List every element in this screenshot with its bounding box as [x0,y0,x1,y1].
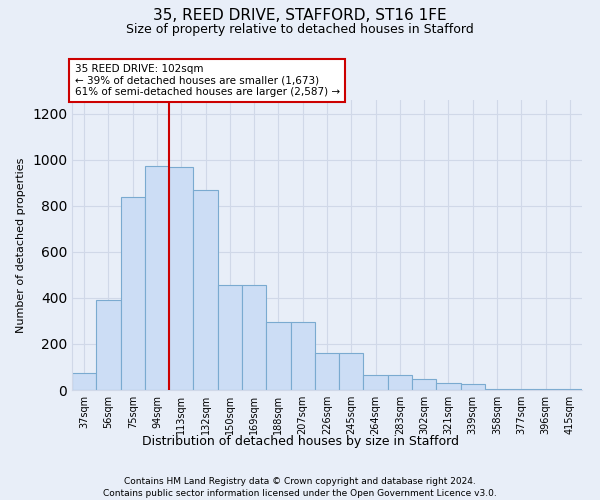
Y-axis label: Number of detached properties: Number of detached properties [16,158,26,332]
Bar [242,286,266,390]
Bar [290,322,315,390]
Text: Contains public sector information licensed under the Open Government Licence v3: Contains public sector information licen… [103,489,497,498]
Bar [533,389,558,390]
Bar [485,389,509,390]
Bar [193,190,218,390]
Bar [339,353,364,390]
Text: Contains HM Land Registry data © Crown copyright and database right 2024.: Contains HM Land Registry data © Crown c… [124,478,476,486]
Bar [558,389,582,390]
Bar [218,286,242,390]
Text: Size of property relative to detached houses in Stafford: Size of property relative to detached ho… [126,22,474,36]
Bar [364,375,388,390]
Text: 35, REED DRIVE, STAFFORD, ST16 1FE: 35, REED DRIVE, STAFFORD, ST16 1FE [153,8,447,22]
Bar [121,196,145,390]
Bar [145,166,169,390]
Bar [169,166,193,390]
Bar [388,375,412,390]
Bar [315,353,339,390]
Text: Distribution of detached houses by size in Stafford: Distribution of detached houses by size … [142,435,458,448]
Bar [266,322,290,390]
Bar [461,384,485,390]
Bar [509,389,533,390]
Bar [436,383,461,390]
Bar [96,300,121,390]
Text: 35 REED DRIVE: 102sqm
← 39% of detached houses are smaller (1,673)
61% of semi-d: 35 REED DRIVE: 102sqm ← 39% of detached … [74,64,340,97]
Bar [412,379,436,390]
Bar [72,372,96,390]
